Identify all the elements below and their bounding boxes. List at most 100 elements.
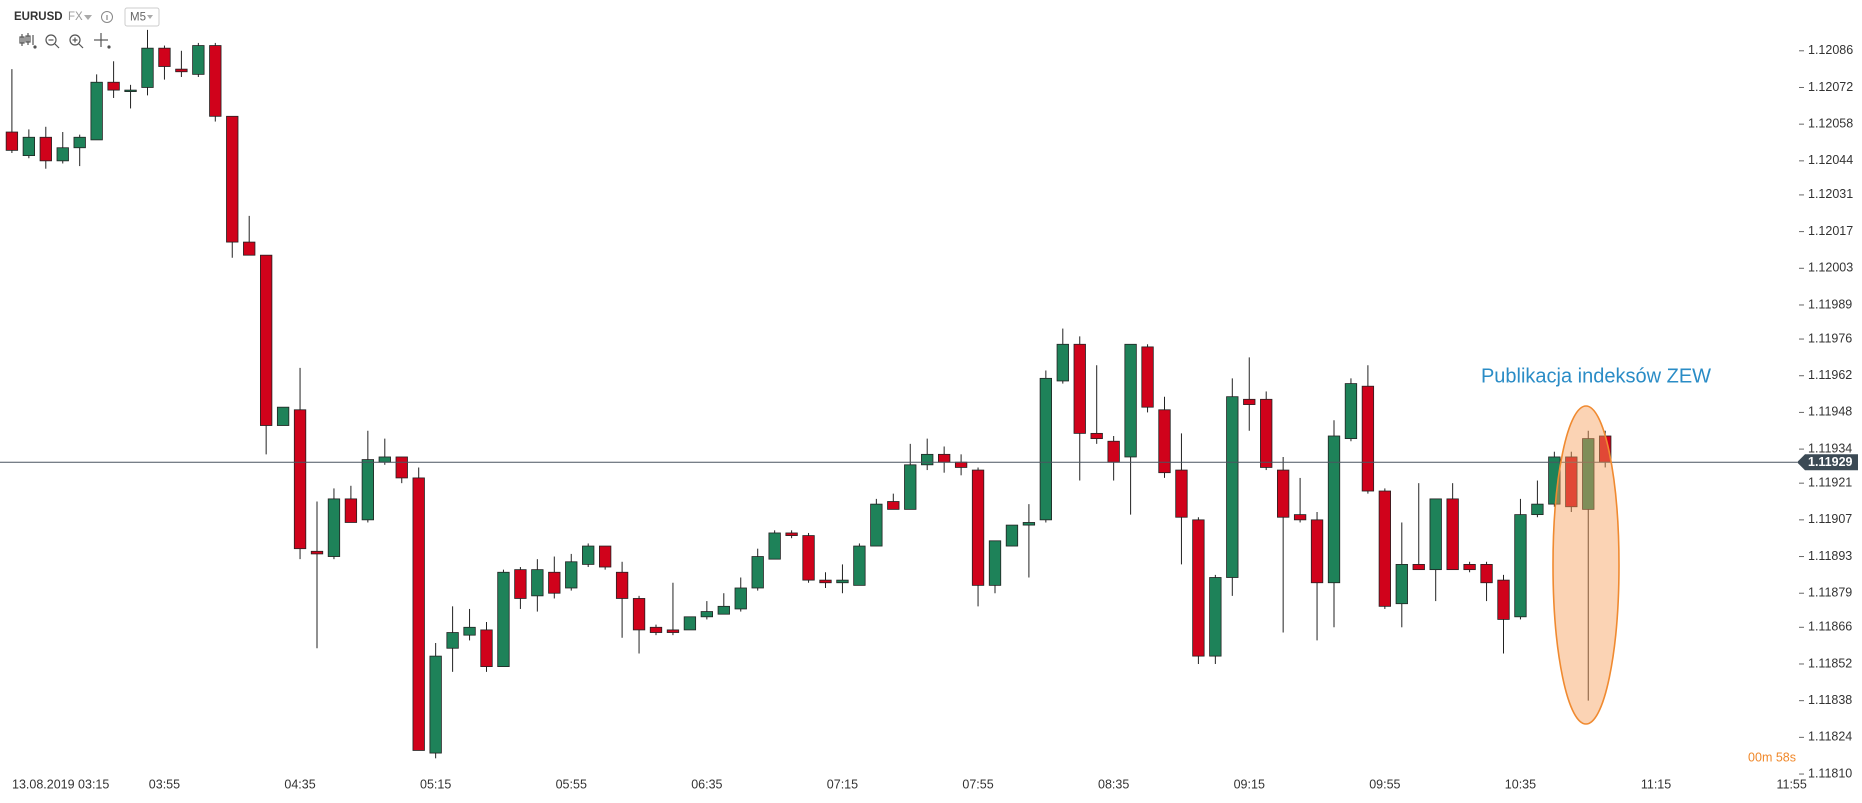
candle-body bbox=[971, 469, 985, 586]
candle-body bbox=[649, 626, 663, 633]
y-tick-label: 1.11810 bbox=[1808, 766, 1852, 780]
candle-body bbox=[632, 598, 646, 631]
candle-body bbox=[158, 47, 171, 67]
candle-body bbox=[73, 136, 86, 149]
candle-body bbox=[446, 632, 459, 649]
candle-body bbox=[5, 131, 19, 151]
y-tick-label: 1.11921 bbox=[1808, 475, 1852, 489]
candle-body bbox=[1565, 456, 1578, 508]
candle-body bbox=[1124, 343, 1137, 458]
y-tick-label: 1.11962 bbox=[1808, 368, 1852, 382]
candle-body bbox=[56, 147, 69, 162]
candle-body bbox=[1480, 563, 1493, 584]
candle-body bbox=[22, 136, 36, 157]
candle-body bbox=[988, 540, 1002, 586]
y-tick-label: 1.12058 bbox=[1808, 116, 1853, 130]
candle-body bbox=[1209, 577, 1222, 657]
candle-body bbox=[548, 571, 561, 594]
info-icon[interactable] bbox=[101, 11, 113, 23]
candle-body bbox=[1293, 514, 1307, 521]
toolbar bbox=[19, 33, 111, 49]
candle-body bbox=[226, 115, 239, 243]
candle-body bbox=[819, 579, 832, 584]
interval[interactable]: M5 bbox=[130, 12, 146, 24]
crosshair-icon[interactable] bbox=[94, 33, 111, 49]
candle-body bbox=[497, 571, 510, 667]
interval-box[interactable] bbox=[124, 7, 160, 27]
candle-body bbox=[463, 626, 476, 636]
candle-body bbox=[480, 629, 493, 667]
candle-body bbox=[1582, 438, 1595, 510]
candle-body bbox=[90, 81, 103, 141]
candle-body bbox=[615, 571, 629, 599]
candle-body bbox=[853, 545, 866, 586]
candle-body bbox=[395, 456, 408, 479]
candle-body bbox=[1514, 514, 1527, 618]
candle-body bbox=[209, 45, 222, 117]
candle-body bbox=[1090, 432, 1103, 440]
candle-body bbox=[1277, 469, 1290, 518]
candle-body bbox=[768, 532, 781, 560]
y-tick-label: 1.11838 bbox=[1808, 693, 1852, 707]
chart-type-icon[interactable] bbox=[19, 33, 37, 49]
y-tick-label: 1.11989 bbox=[1808, 297, 1852, 311]
candle-body bbox=[429, 655, 442, 754]
candle-body bbox=[1022, 522, 1036, 526]
plot: 1.12086 1.12072 1.12058 1.12044 1.12031 1.120… bbox=[0, 29, 1858, 791]
last-price-tag bbox=[1797, 454, 1858, 471]
candle-body bbox=[310, 550, 324, 555]
last-price-label: 1.11929 bbox=[1808, 455, 1853, 469]
candle-body bbox=[1344, 383, 1358, 440]
y-tick-label: 1.12031 bbox=[1808, 187, 1853, 201]
candle-body bbox=[1531, 503, 1544, 516]
candle-body bbox=[1446, 498, 1459, 571]
zoom-out-icon[interactable] bbox=[45, 34, 60, 49]
candle-body bbox=[1327, 435, 1341, 584]
y-tick-label: 1.12003 bbox=[1808, 261, 1853, 275]
candle-body bbox=[1260, 398, 1273, 468]
candle-body bbox=[1039, 377, 1052, 521]
zoom-in-icon[interactable] bbox=[69, 34, 84, 49]
x-tick-label: 09:55 bbox=[1369, 777, 1400, 791]
candle-body bbox=[1226, 396, 1239, 578]
x-tick-label: 04:35 bbox=[284, 777, 315, 791]
candle-body bbox=[1005, 524, 1019, 547]
y-tick-label: 1.12086 bbox=[1808, 43, 1853, 57]
highlight-ellipse bbox=[1552, 405, 1620, 725]
market-dropdown[interactable] bbox=[84, 15, 92, 20]
candle-body bbox=[1192, 519, 1205, 657]
x-tick-label: 09:15 bbox=[1234, 777, 1265, 791]
header: EURUSD FX M5 bbox=[14, 7, 160, 27]
candle-body bbox=[107, 81, 120, 91]
candle-body bbox=[192, 45, 205, 75]
candle-body bbox=[802, 535, 815, 581]
candle-body bbox=[276, 406, 290, 426]
candle-body bbox=[734, 587, 747, 610]
candle-body bbox=[1107, 440, 1120, 463]
y-tick-label: 1.11948 bbox=[1808, 405, 1852, 419]
x-tick-label: 13.08.2019 03:15 bbox=[12, 777, 109, 791]
candle-body bbox=[1548, 456, 1561, 505]
symbol[interactable]: EURUSD bbox=[14, 11, 63, 23]
candle-body bbox=[1141, 346, 1154, 408]
candle-body bbox=[514, 569, 527, 599]
candle-body bbox=[683, 616, 697, 631]
candle-body bbox=[785, 532, 798, 536]
y-tick-label: 1.12072 bbox=[1808, 80, 1853, 94]
candle-body bbox=[666, 629, 680, 633]
candle-body bbox=[293, 409, 307, 550]
candle-body bbox=[938, 453, 951, 463]
candle-body bbox=[378, 456, 391, 463]
market[interactable]: FX bbox=[68, 11, 83, 23]
candle-body bbox=[700, 611, 713, 618]
candle-body bbox=[327, 498, 341, 557]
candle-body bbox=[39, 136, 52, 162]
x-tick-label: 11:15 bbox=[1641, 777, 1671, 791]
x-tick-label: 10:35 bbox=[1505, 777, 1536, 791]
x-tick-label: 06:35 bbox=[691, 777, 722, 791]
y-tick-label: 1.11824 bbox=[1808, 730, 1852, 744]
candle-body bbox=[141, 47, 154, 88]
candle-body bbox=[717, 605, 730, 615]
